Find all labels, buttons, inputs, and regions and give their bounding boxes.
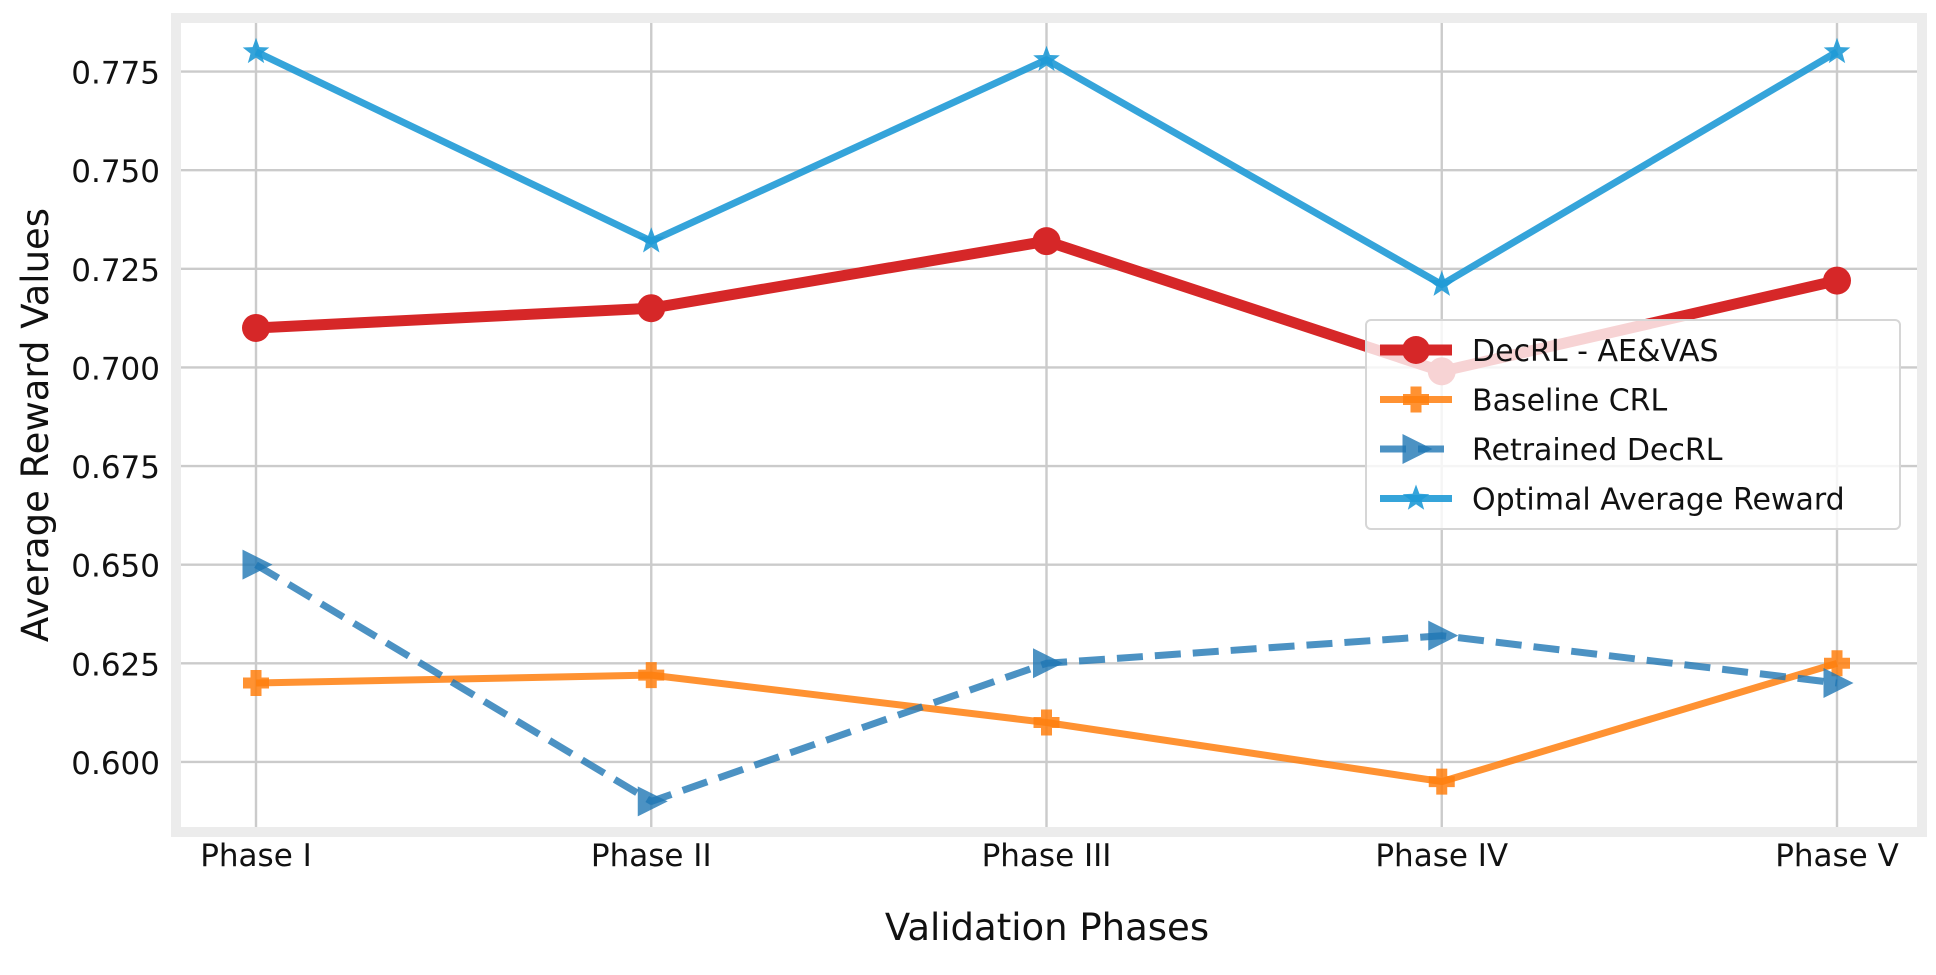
data-point-star [1033,45,1060,71]
data-point-triangle [1428,620,1459,651]
y-tick-label: 0.675 [71,450,160,486]
y-tick-label: 0.650 [71,549,160,585]
axes-frame [171,13,1927,837]
data-point-plus [1824,650,1850,677]
legend-label: Baseline CRL [1472,384,1668,419]
data-point-circle [1823,266,1851,295]
legend-label: Retrained DecRL [1472,433,1723,468]
x-axis-label: Validation Phases [885,906,1209,949]
data-point-triangle [1823,668,1854,699]
data-point-circle [242,313,270,342]
legend-box [1365,319,1901,530]
y-axis-label: Average Reward Values [14,208,57,642]
y-tick-label: 0.600 [71,746,160,782]
data-point-triangle [1033,648,1063,679]
y-tick-label: 0.625 [71,647,160,683]
series-2 [242,549,1854,817]
legend-label: Optimal Average Reward [1472,483,1845,518]
data-point-triangle [242,549,273,580]
x-tick-label: Phase IV [1375,838,1508,874]
y-axis-ticks: 0.600 0.625 0.650 0.675 0.700 0.725 0.750 0.775 [71,56,160,782]
x-axis-ticks: Phase I Phase II Phase III Phase IV Phase V [200,838,1899,874]
series-3 [242,37,1851,296]
y-tick-label: 0.700 [71,351,160,387]
y-tick-label: 0.750 [71,154,160,190]
x-tick-label: Phase III [982,838,1112,874]
data-point-circle [1402,336,1430,364]
x-tick-label: Phase I [200,838,312,874]
data-point-triangle [637,786,668,817]
x-tick-label: Phase II [591,838,712,874]
data-point-plus [1428,768,1455,795]
data-point-star [637,227,665,253]
x-tick-label: Phase V [1775,838,1899,874]
data-point-star [1823,37,1851,64]
series-1 [243,650,1850,795]
data-point-plus [638,662,665,689]
data-point-plus [1033,709,1060,736]
data-point-plus [1403,386,1429,413]
data-point-star [1428,270,1456,296]
data-point-star [242,37,270,64]
legend: DecRL - AE&VAS Baseline CRL Retrained DecR… [1365,319,1901,530]
data-point-circle [637,294,666,323]
grid [181,23,1917,827]
y-tick-label: 0.725 [71,253,160,289]
legend-label: DecRL - AE&VAS [1472,334,1719,369]
data-point-triangle [1402,434,1433,464]
data-point-star [1402,484,1430,510]
data-point-plus [243,670,269,697]
y-tick-label: 0.775 [71,56,160,92]
data-point-circle [1032,227,1061,256]
